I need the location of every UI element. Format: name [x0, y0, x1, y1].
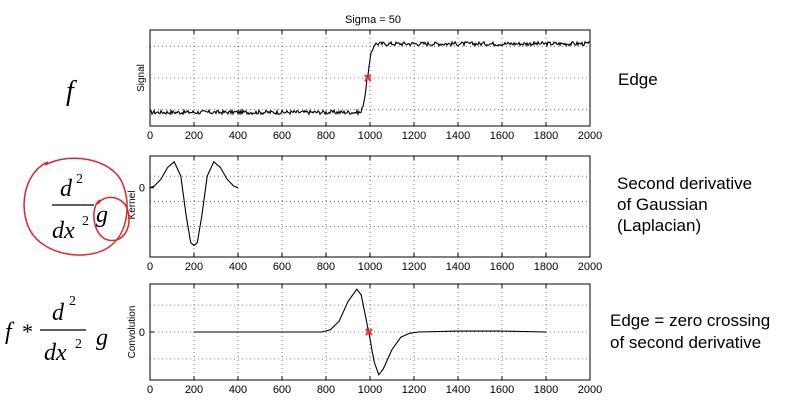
plot-title: Sigma = 50 [345, 14, 401, 26]
x-tick-label: 2000 [578, 384, 602, 396]
zero-crossing-markers [365, 328, 373, 336]
x-tick-label: 1400 [446, 384, 470, 396]
equation-second-derivative: d 2 dx 2 g [23, 157, 130, 256]
description-line: Edge [618, 70, 658, 89]
description-zero-crossing: Edge = zero crossing of second derivativ… [610, 311, 770, 352]
y-tick-label: 0 [139, 327, 145, 339]
y-axis-label: Convolution [127, 306, 138, 359]
x-axis-ticks: 0 200 400 600 800 1000 1200 1400 1600 1800 2000 0 [139, 284, 602, 396]
math-superscript: 2 [75, 337, 82, 352]
x-tick-label: 0 [147, 261, 153, 273]
x-tick-label: 200 [185, 384, 203, 396]
x-tick-label: 0 [147, 384, 153, 396]
x-tick-label: 1800 [534, 130, 558, 142]
description-edge: Edge [618, 70, 658, 89]
x-tick-label: 1400 [446, 261, 470, 273]
math-f: f [5, 319, 15, 345]
math-superscript: 2 [82, 214, 89, 229]
x-tick-label: 1400 [446, 130, 470, 142]
math-dx: dx [52, 218, 75, 244]
x-tick-label: 600 [273, 261, 291, 273]
x-tick-label: 1200 [402, 261, 426, 273]
y-axis-label: Kernel [127, 191, 138, 220]
kernel-plot: 0 200 400 600 800 1000 1200 1400 1600 1800 2000 0 K… [127, 155, 602, 273]
convolution-series-line [194, 288, 547, 376]
x-tick-label: 1000 [358, 261, 382, 273]
x-tick-label: 1000 [358, 384, 382, 396]
x-tick-label: 400 [229, 261, 247, 273]
math-superscript: 2 [69, 294, 76, 309]
math-star: * [22, 319, 33, 344]
description-line: of Gaussian [617, 195, 708, 214]
signal-series-line [149, 40, 590, 117]
x-tick-label: 200 [185, 130, 203, 142]
annotation-circle-small [93, 196, 130, 242]
x-tick-label: 800 [317, 261, 335, 273]
description-line: of second derivative [610, 333, 761, 352]
kernel-plot-frame [149, 155, 591, 258]
math-g: g [96, 202, 108, 228]
math-d: d [52, 300, 65, 326]
marker-point [364, 74, 372, 82]
x-tick-label: 1200 [402, 384, 426, 396]
math-dx: dx [44, 340, 67, 366]
kernel-series-line [149, 160, 239, 247]
math-superscript: 2 [76, 172, 83, 187]
x-tick-label: 200 [185, 261, 203, 273]
grid-lines [150, 156, 590, 257]
description-line: (Laplacian) [617, 216, 701, 235]
math-f: f [66, 76, 77, 107]
signal-plot: Sigma = 50 0 200 400 600 800 1000 1200 1400 1600… [136, 14, 602, 142]
x-tick-label: 1600 [490, 261, 514, 273]
description-line: Edge = zero crossing [610, 311, 770, 330]
x-axis-ticks: 0 200 400 600 800 1000 1200 1400 1600 1800 2000 0 [139, 156, 602, 273]
grid-lines [150, 30, 590, 126]
x-tick-label: 800 [317, 384, 335, 396]
x-tick-label: 1600 [490, 384, 514, 396]
y-tick-label: 0 [139, 183, 145, 195]
x-tick-label: 800 [317, 130, 335, 142]
x-tick-label: 1800 [534, 261, 558, 273]
marker-point [365, 328, 373, 336]
equation-f: f [66, 76, 77, 107]
annotation-circle [23, 157, 128, 256]
x-tick-label: 1600 [490, 130, 514, 142]
x-axis-ticks: 0 200 400 600 800 1000 1200 1400 1600 1800 2000 [147, 30, 602, 142]
x-tick-label: 1200 [402, 130, 426, 142]
x-tick-label: 600 [273, 130, 291, 142]
equation-convolution: f * d 2 dx 2 g [5, 294, 108, 366]
x-tick-label: 400 [229, 130, 247, 142]
description-laplacian: Second derivative of Gaussian (Laplacian… [617, 174, 752, 235]
x-tick-label: 1000 [358, 130, 382, 142]
x-tick-label: 600 [273, 384, 291, 396]
x-tick-label: 0 [147, 130, 153, 142]
convolution-plot: 0 200 400 600 800 1000 1200 1400 1600 1800 2000 0 C… [127, 283, 602, 396]
x-tick-label: 400 [229, 384, 247, 396]
math-d: d [60, 176, 73, 202]
x-tick-label: 1800 [534, 384, 558, 396]
y-axis-label: Signal [136, 64, 147, 92]
description-line: Second derivative [617, 174, 752, 193]
x-tick-label: 2000 [578, 130, 602, 142]
edge-markers [364, 74, 372, 82]
x-tick-label: 2000 [578, 261, 602, 273]
math-g: g [96, 325, 108, 351]
